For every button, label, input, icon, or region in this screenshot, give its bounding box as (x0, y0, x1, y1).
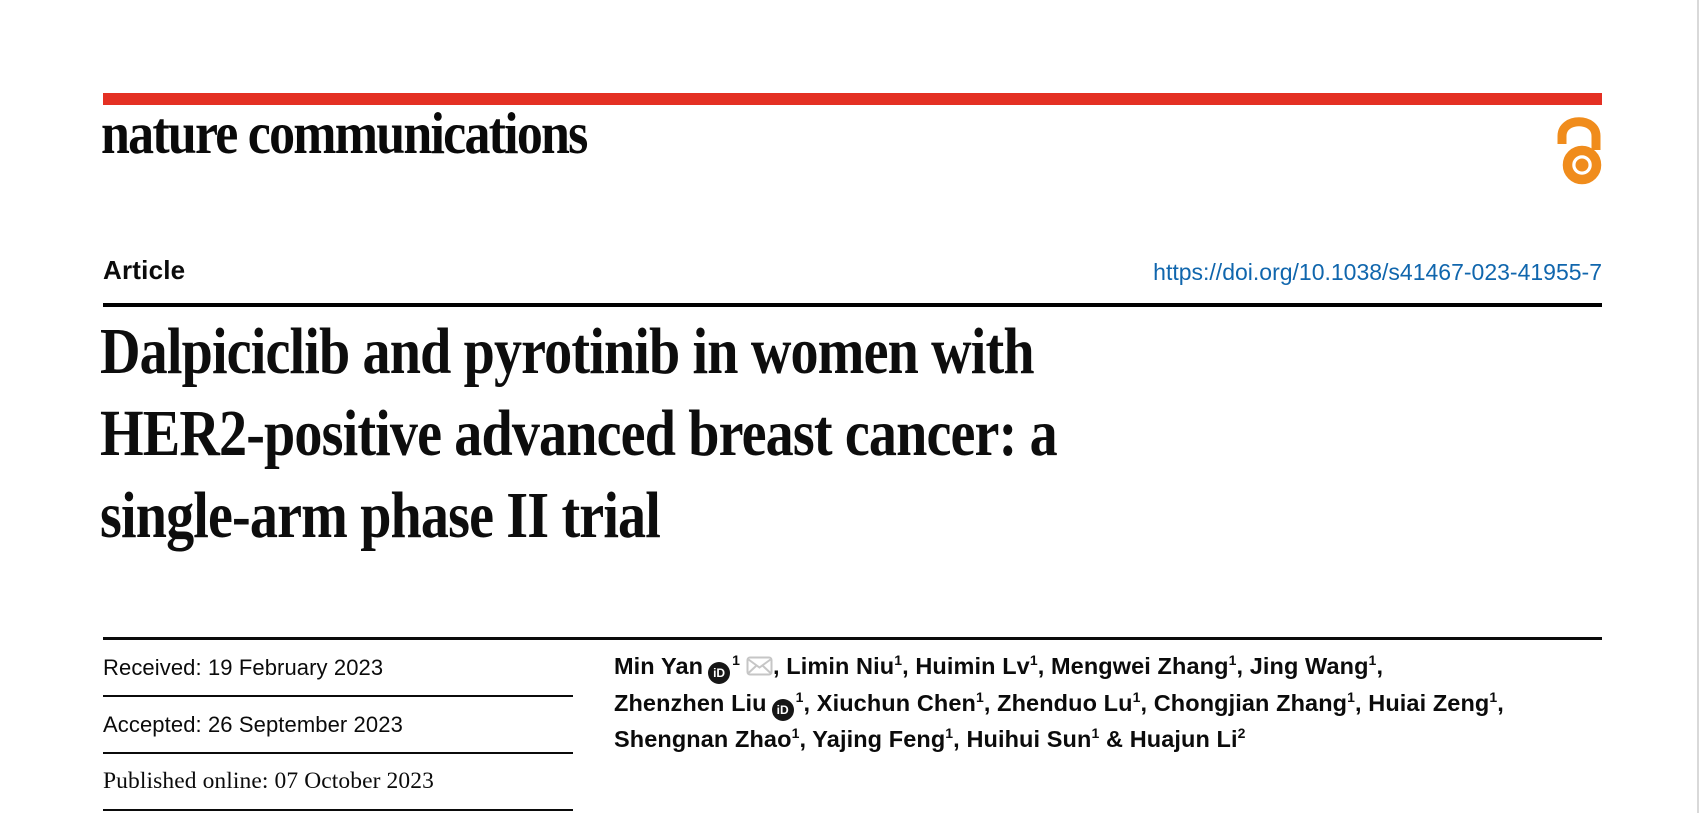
author-affiliation-superscript: 1 (1228, 652, 1237, 669)
author-name: Yajing Feng (812, 726, 946, 752)
date-published-text: Published online: 07 October 2023 (103, 768, 434, 794)
article-title-line: Dalpiciclib and pyrotinib in women with (100, 315, 1035, 388)
author-name: Chongjian Zhang (1153, 689, 1348, 716)
article-title-line: single-arm phase II trial (100, 479, 661, 552)
author: Shengnan Zhao1, (614, 725, 813, 752)
author-name: Shengnan Zhao (614, 726, 792, 752)
author: Huihui Sun1 & (966, 725, 1130, 752)
author-name: Zhenduo Lu (997, 689, 1133, 716)
journal-wordmark: nature communications (101, 100, 588, 166)
author-affiliation-superscript: 1 (1347, 688, 1355, 705)
authors-block: Min Yan iD1, Limin Niu1, Huimin Lv1, Meng… (614, 648, 1701, 758)
open-access-icon (1557, 117, 1602, 185)
author-affiliation-superscript: 1 (975, 688, 984, 705)
author-affiliation-superscript: 1 (1489, 688, 1498, 705)
author-affiliation-superscript: 2 (1237, 725, 1246, 742)
author: Min Yan iD1, (614, 652, 786, 684)
author-affiliation-superscript: 1 (1091, 725, 1100, 742)
author: Chongjian Zhang1, (1153, 688, 1369, 716)
author-affiliation-superscript: 1 (894, 652, 903, 669)
author-affiliation-superscript: 1 (795, 688, 804, 705)
author-affiliation-superscript: 1 (791, 725, 800, 742)
article-header-row: Article https://doi.org/10.1038/s41467-0… (103, 255, 1602, 286)
journal-accent-bar (103, 93, 1602, 105)
author: Zhenduo Lu1, (997, 688, 1154, 716)
header-rule (103, 303, 1602, 307)
author: Xiuchun Chen1, (816, 688, 998, 716)
author-affiliation-superscript: 1 (732, 652, 740, 669)
author-name: Min Yan (614, 653, 704, 679)
author-affiliation-superscript: 1 (945, 725, 954, 742)
email-icon (746, 656, 773, 676)
page-edge-divider (1697, 0, 1699, 813)
date-row-published: Published online: 07 October 2023 (103, 754, 573, 811)
article-title: Dalpiciclib and pyrotinib in women with … (100, 311, 1058, 557)
doi-link[interactable]: https://doi.org/10.1038/s41467-023-41955… (1153, 259, 1602, 285)
author: Huiai Zeng1, (1368, 688, 1504, 716)
author-affiliation-superscript: 1 (1368, 652, 1377, 669)
date-received-text: Received: 19 February 2023 (103, 654, 384, 680)
author-name: Xiuchun Chen (816, 689, 976, 716)
author-name: Huiai Zeng (1368, 689, 1490, 716)
author: Limin Niu1, (786, 652, 916, 679)
author-name: Jing Wang (1249, 653, 1369, 679)
author-affiliation-superscript: 1 (1132, 688, 1141, 705)
author-name: Zhenzhen Liu (614, 689, 767, 716)
article-type-label: Article (103, 255, 186, 285)
author: Huimin Lv1, (915, 652, 1051, 679)
author-affiliation-superscript: 1 (1029, 652, 1038, 669)
author-name: Huihui Sun (966, 726, 1092, 752)
author: Yajing Feng1, (812, 725, 967, 752)
dates-panel: Received: 19 February 2023 Accepted: 26 … (103, 640, 573, 811)
author-name: Huajun Li (1129, 726, 1238, 752)
author: Jing Wang1, (1249, 652, 1384, 679)
metadata-top-rule (103, 637, 1602, 640)
author-name: Limin Niu (786, 653, 895, 679)
author-name: Huimin Lv (915, 653, 1030, 679)
author: Zhenzhen Liu iD1, (614, 688, 817, 721)
date-row-received: Received: 19 February 2023 (103, 640, 573, 697)
orcid-icon: iD (708, 662, 731, 684)
author-name: Mengwei Zhang (1051, 653, 1229, 679)
author: Huajun Li2 (1130, 726, 1246, 752)
date-row-accepted: Accepted: 26 September 2023 (103, 697, 573, 754)
author: Mengwei Zhang1, (1051, 652, 1250, 679)
article-title-line: HER2-positive advanced breast cancer: a (100, 397, 1058, 470)
date-accepted-text: Accepted: 26 September 2023 (103, 711, 403, 737)
orcid-icon: iD (771, 698, 794, 721)
